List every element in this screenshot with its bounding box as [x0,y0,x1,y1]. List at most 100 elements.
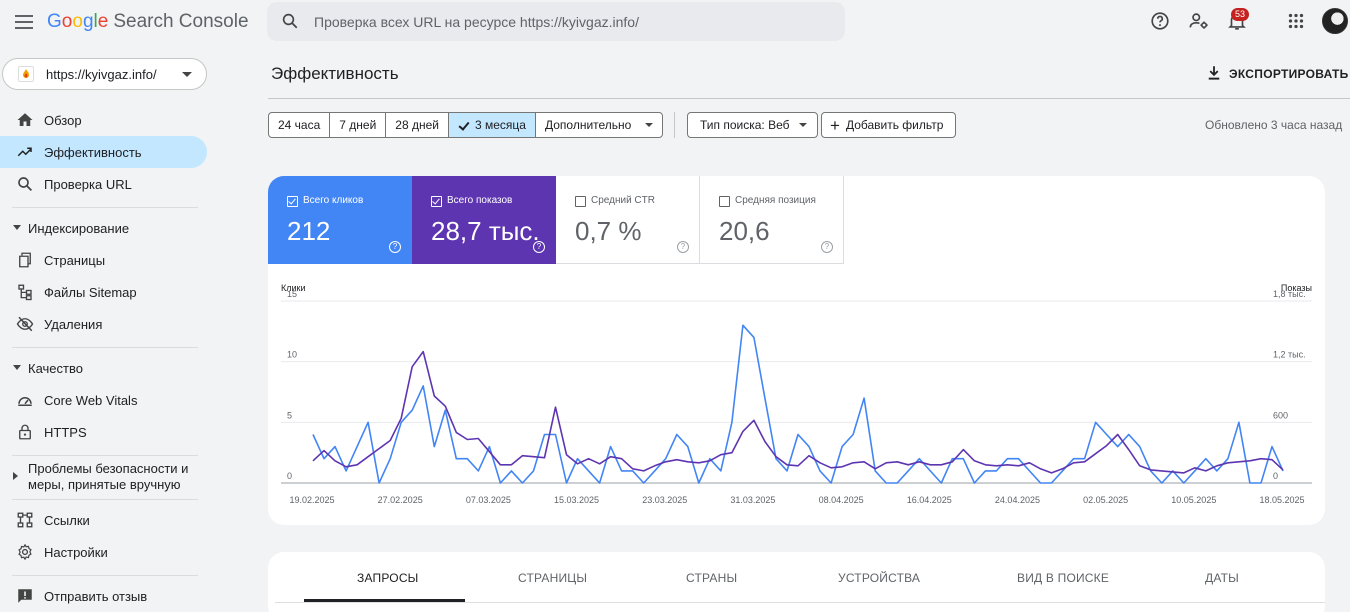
metric-checkbox[interactable] [719,196,730,207]
search-icon [16,175,34,193]
search-placeholder: Проверка всех URL на ресурсе https://kyi… [314,14,639,30]
search-icon [281,12,299,35]
x-axis-ticks: 19.02.2025 27.02.2025 07.03.2025 15.03.2025… [289,495,1304,505]
feedback-icon [16,587,34,605]
sitemap-icon [16,283,34,301]
metric-value: 212 [287,216,331,246]
y-axis-right-ticks: 1,8 тыс. 1,2 тыс. 600 0 [1273,289,1306,481]
sidebar-item-overview[interactable]: Обзор [0,104,207,136]
title-divider [268,98,1350,99]
chip-more[interactable]: Дополнительно [536,113,662,137]
sidebar-item-https[interactable]: HTTPS [0,416,207,448]
x-tick-label: 08.04.2025 [819,495,864,505]
sidebar-item-performance[interactable]: Эффективность [0,136,207,168]
chip-28d[interactable]: 28 дней [386,113,449,137]
sidebar-item-links[interactable]: Ссылки [0,504,207,536]
app-logo[interactable]: Google Search Console [47,11,249,33]
sidebar-item-feedback[interactable]: Отправить отзыв [0,580,207,612]
section-title: Качество [28,361,83,376]
sidebar-divider [12,207,198,208]
tab-countries[interactable]: СТРАНЫ [686,571,738,585]
sidebar-item-label: Отправить отзыв [44,589,148,604]
tab-dates[interactable]: ДАТЫ [1205,571,1239,585]
sidebar-item-settings[interactable]: Настройки [0,536,207,568]
tab-devices[interactable]: УСТРОЙСТВА [838,571,921,585]
metric-value: 20,6 [719,216,770,246]
sidebar-item-label: Обзор [44,113,82,128]
export-label: ЭКСПОРТИРОВАТЬ [1229,67,1349,81]
metric-label: Всего показов [447,195,513,206]
performance-chart[interactable]: Клики Показы 15 10 5 0 1,8 тыс. 1,2 тыс. 600 0… [268,276,1325,516]
pages-icon [16,251,34,269]
top-bar: Google Search Console Проверка всех URL н… [0,0,1350,44]
speed-icon [16,391,34,409]
collapse-triangle-icon [13,225,21,230]
expand-triangle-icon [13,472,18,480]
trend-icon [16,143,34,161]
section-title: Индексирование [28,221,130,236]
sidebar-item-sitemaps[interactable]: Файлы Sitemap [0,276,207,308]
url-inspection-search[interactable]: Проверка всех URL на ресурсе https://kyi… [267,2,845,41]
metric-value: 0,7 % [575,216,642,246]
chip-label: 3 месяца [474,118,526,132]
tabs-divider [275,602,1325,603]
metric-total-clicks[interactable]: Всего кликов 212 ? [268,176,412,264]
metric-average-ctr[interactable]: Средний CTR 0,7 % ? [556,176,700,264]
tab-queries[interactable]: ЗАПРОСЫ [357,571,419,585]
google-wordmark: Google [47,11,109,32]
help-icon[interactable]: ? [821,241,833,253]
chip-24h[interactable]: 24 часа [269,113,331,137]
metric-average-position[interactable]: Средняя позиция 20,6 ? [700,176,844,264]
sidebar-item-removals[interactable]: Удаления [0,308,207,340]
add-filter-button[interactable]: + Добавить фильтр [821,112,957,138]
download-icon [1205,64,1223,87]
sidebar-item-url-inspection[interactable]: Проверка URL [0,168,207,200]
active-tab-indicator [304,599,465,602]
help-icon[interactable] [1149,10,1173,34]
gear-icon [16,543,34,561]
x-tick-label: 02.05.2025 [1083,495,1128,505]
apps-grid-icon[interactable] [1285,10,1309,34]
check-icon [458,119,470,131]
metric-value: 28,7 тыс. [431,216,540,246]
property-selector[interactable]: https://kyivgaz.info/ [2,58,207,90]
metric-checkbox[interactable] [287,196,298,207]
help-icon[interactable]: ? [677,241,689,253]
y-axis-left-ticks: 15 10 5 0 [287,289,297,481]
sidebar-divider [12,499,198,500]
help-icon[interactable]: ? [389,241,401,253]
chart-series [312,324,1284,484]
sidebar-section-security[interactable]: Проблемы безопасности и меры, принятые вр… [0,452,207,492]
sidebar-item-label: Проверка URL [44,177,132,192]
tab-search-appearance[interactable]: ВИД В ПОИСКЕ [1017,571,1110,585]
dimension-tabs-card [268,552,1325,612]
search-type-button[interactable]: Тип поиска: Веб [687,112,819,138]
links-icon [16,511,34,529]
y-axis-right-label: Показы [1281,283,1312,293]
metric-total-impressions[interactable]: Всего показов 28,7 тыс. ? [412,176,556,264]
manage-users-icon[interactable] [1188,10,1212,34]
section-title-line1: Проблемы безопасности и [28,461,189,476]
sidebar-item-pages[interactable]: Страницы [0,244,207,276]
chip-7d[interactable]: 7 дней [330,113,387,137]
sidebar-section-quality[interactable]: Качество [0,352,207,384]
x-tick-label: 24.04.2025 [995,495,1040,505]
collapse-triangle-icon [13,365,21,370]
section-title: Проблемы безопасности и меры, принятые вр… [28,461,188,493]
menu-icon[interactable] [12,10,36,34]
account-avatar[interactable] [1322,8,1348,34]
sidebar-item-label: Удаления [44,317,103,332]
notifications-badge: 53 [1231,8,1249,21]
dropdown-caret-icon [182,72,192,77]
dropdown-caret-icon [799,123,808,127]
x-tick-label: 18.05.2025 [1259,495,1304,505]
chip-3m[interactable]: 3 месяца [448,113,536,137]
sidebar-section-indexing[interactable]: Индексирование [0,212,207,244]
metric-checkbox[interactable] [431,196,442,207]
x-tick-label: 10.05.2025 [1171,495,1216,505]
help-icon[interactable]: ? [533,241,545,253]
sidebar-item-core-web-vitals[interactable]: Core Web Vitals [0,384,207,416]
tab-pages[interactable]: СТРАНИЦЫ [518,571,588,585]
metric-label: Средняя позиция [735,195,816,206]
metric-checkbox[interactable] [575,196,586,207]
